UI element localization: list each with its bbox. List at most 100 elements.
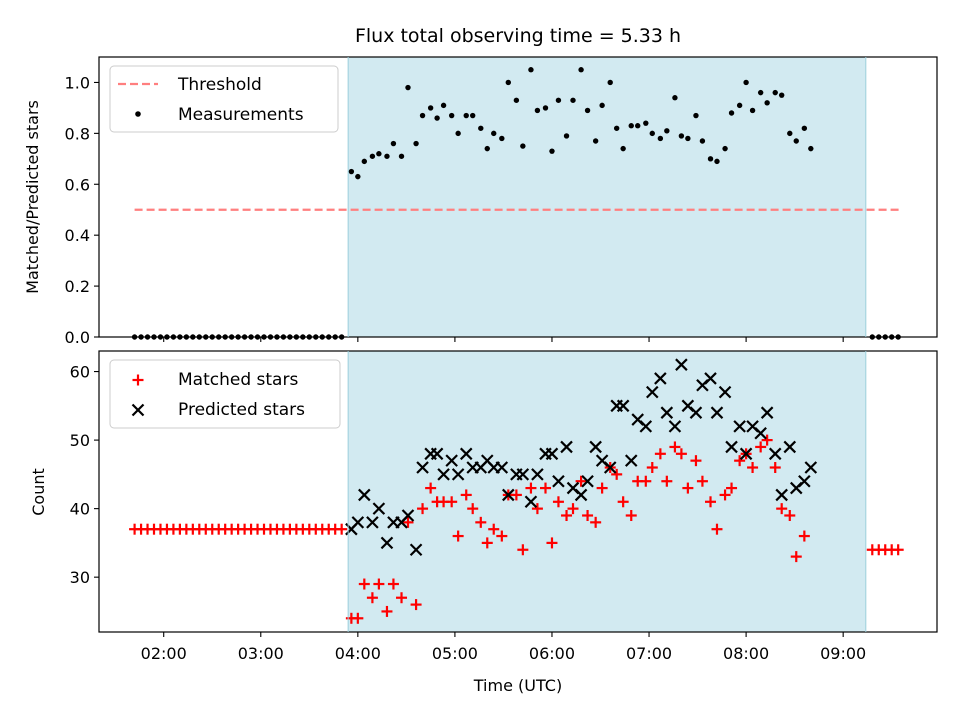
predicted-star-marker-b <box>437 468 450 481</box>
predicted-star-marker-b <box>358 488 371 502</box>
predicted-star-marker <box>459 447 473 461</box>
matched-star-marker <box>452 530 464 542</box>
matched-legend-marker <box>132 374 144 386</box>
predicted-star-marker-b <box>603 461 617 474</box>
predicted-star-marker-b <box>760 406 774 419</box>
matched-star-marker <box>358 578 370 590</box>
measurement-point <box>787 130 793 137</box>
predicted-star-marker <box>739 447 753 461</box>
matched-star-marker <box>596 482 608 494</box>
measurement-point <box>578 67 584 73</box>
predicted-star-marker <box>710 406 724 419</box>
predicted-star-marker <box>725 440 738 454</box>
measurement-point <box>613 125 620 131</box>
predicted-star-marker <box>616 399 630 413</box>
measurement-point <box>355 173 361 180</box>
measurement-point <box>520 143 526 149</box>
predicted-star-marker-b <box>681 399 695 413</box>
predicted-star-marker <box>798 474 811 488</box>
y-tick-label: 60 <box>70 363 90 382</box>
matched-star-marker <box>590 516 602 528</box>
matched-star-marker <box>705 496 717 508</box>
chart-title: Flux total observing time = 5.33 h <box>355 25 681 47</box>
predicted-star-marker <box>502 488 515 502</box>
predicted-star-marker <box>552 474 565 488</box>
measurement-point <box>563 133 570 139</box>
predicted-star-marker-b <box>495 461 509 474</box>
predicted-star-marker-b <box>754 426 767 440</box>
measurement-point <box>743 79 749 86</box>
predicted-star-marker-b <box>746 420 759 433</box>
matched-star-marker <box>352 612 364 624</box>
predicted-star-marker <box>760 406 774 419</box>
predicted-star-marker <box>366 516 379 529</box>
matched-star-marker <box>755 441 767 453</box>
count-panel: 30 40 50 60 02:00 03:00 04:00 05:00 06:00 07:00 08… <box>29 350 938 695</box>
predicted-star-marker-b <box>654 372 667 385</box>
measurement-point <box>628 123 634 129</box>
predicted-legend-marker <box>131 403 145 417</box>
y-tick-label: 0.8 <box>65 124 90 143</box>
x-tick-label: 04:00 <box>335 644 381 663</box>
matched-star-marker <box>561 509 573 521</box>
matched-star-marker <box>640 475 652 487</box>
predicted-star-marker <box>409 543 423 557</box>
matched-star-marker <box>575 475 587 487</box>
measurement-point <box>348 168 355 175</box>
measurement-point <box>549 148 555 154</box>
x-tick-label: 06:00 <box>529 644 575 663</box>
matched-legend-swatch <box>132 374 144 386</box>
predicted-star-marker-b <box>616 399 630 413</box>
predicted-star-marker <box>733 420 746 433</box>
matched-star-marker <box>790 551 802 563</box>
predicted-star-marker <box>531 468 544 481</box>
predicted-star-marker-b <box>574 488 588 502</box>
measurement-point <box>699 138 706 144</box>
measurement-point <box>801 125 808 131</box>
measurement-point <box>528 67 534 73</box>
measurement-point <box>470 112 476 119</box>
matched-star-marker <box>481 537 493 549</box>
measurements-legend-label: Measurements <box>178 105 304 125</box>
predicted-star-marker-b <box>783 440 797 454</box>
matched-star-marker <box>654 448 666 460</box>
count-axis-ticks: 30 40 50 60 02:00 03:00 04:00 05:00 06:00 07:00 08… <box>70 363 867 663</box>
predicted-star-marker <box>358 488 371 502</box>
measurement-point <box>764 100 770 106</box>
measurement-point <box>384 153 390 159</box>
ratio-marks <box>131 67 901 340</box>
predicted-star-marker <box>639 420 653 433</box>
measurement-point <box>413 140 419 147</box>
predicted-star-marker <box>775 488 788 502</box>
predicted-star-marker-b <box>401 509 415 522</box>
measurement-point <box>478 125 484 131</box>
predicted-star-marker-b <box>372 502 386 515</box>
measurement-point <box>808 145 814 152</box>
x-tick-label: 05:00 <box>432 644 478 663</box>
predicted-star-marker-b <box>531 468 544 481</box>
measurement-point <box>714 158 720 165</box>
measurement-point <box>664 128 670 134</box>
matched-star-marker <box>769 462 781 474</box>
predicted-star-marker-b <box>560 440 573 454</box>
measurement-point <box>513 97 520 103</box>
predicted-star-marker-b <box>409 543 423 557</box>
y-tick-label: 0.0 <box>65 328 90 347</box>
matched-star-marker <box>734 455 746 467</box>
predicted-star-marker <box>445 454 458 467</box>
predicted-star-marker <box>654 372 667 385</box>
predicted-star-marker <box>754 426 767 440</box>
predicted-star-marker <box>574 488 588 502</box>
predicted-star-marker <box>804 461 818 474</box>
predicted-star-marker-b <box>451 468 465 481</box>
measurement-point <box>434 115 440 121</box>
measurement-point <box>455 130 461 137</box>
y-tick-label: 0.6 <box>65 175 90 194</box>
y-tick-label: 30 <box>70 568 90 587</box>
measurement-point <box>448 112 455 119</box>
matched-star-marker <box>540 482 552 494</box>
predicted-star-marker-b <box>445 454 458 467</box>
predicted-star-marker <box>372 502 386 515</box>
matched-star-marker <box>690 455 702 467</box>
count-marks <box>129 358 904 624</box>
